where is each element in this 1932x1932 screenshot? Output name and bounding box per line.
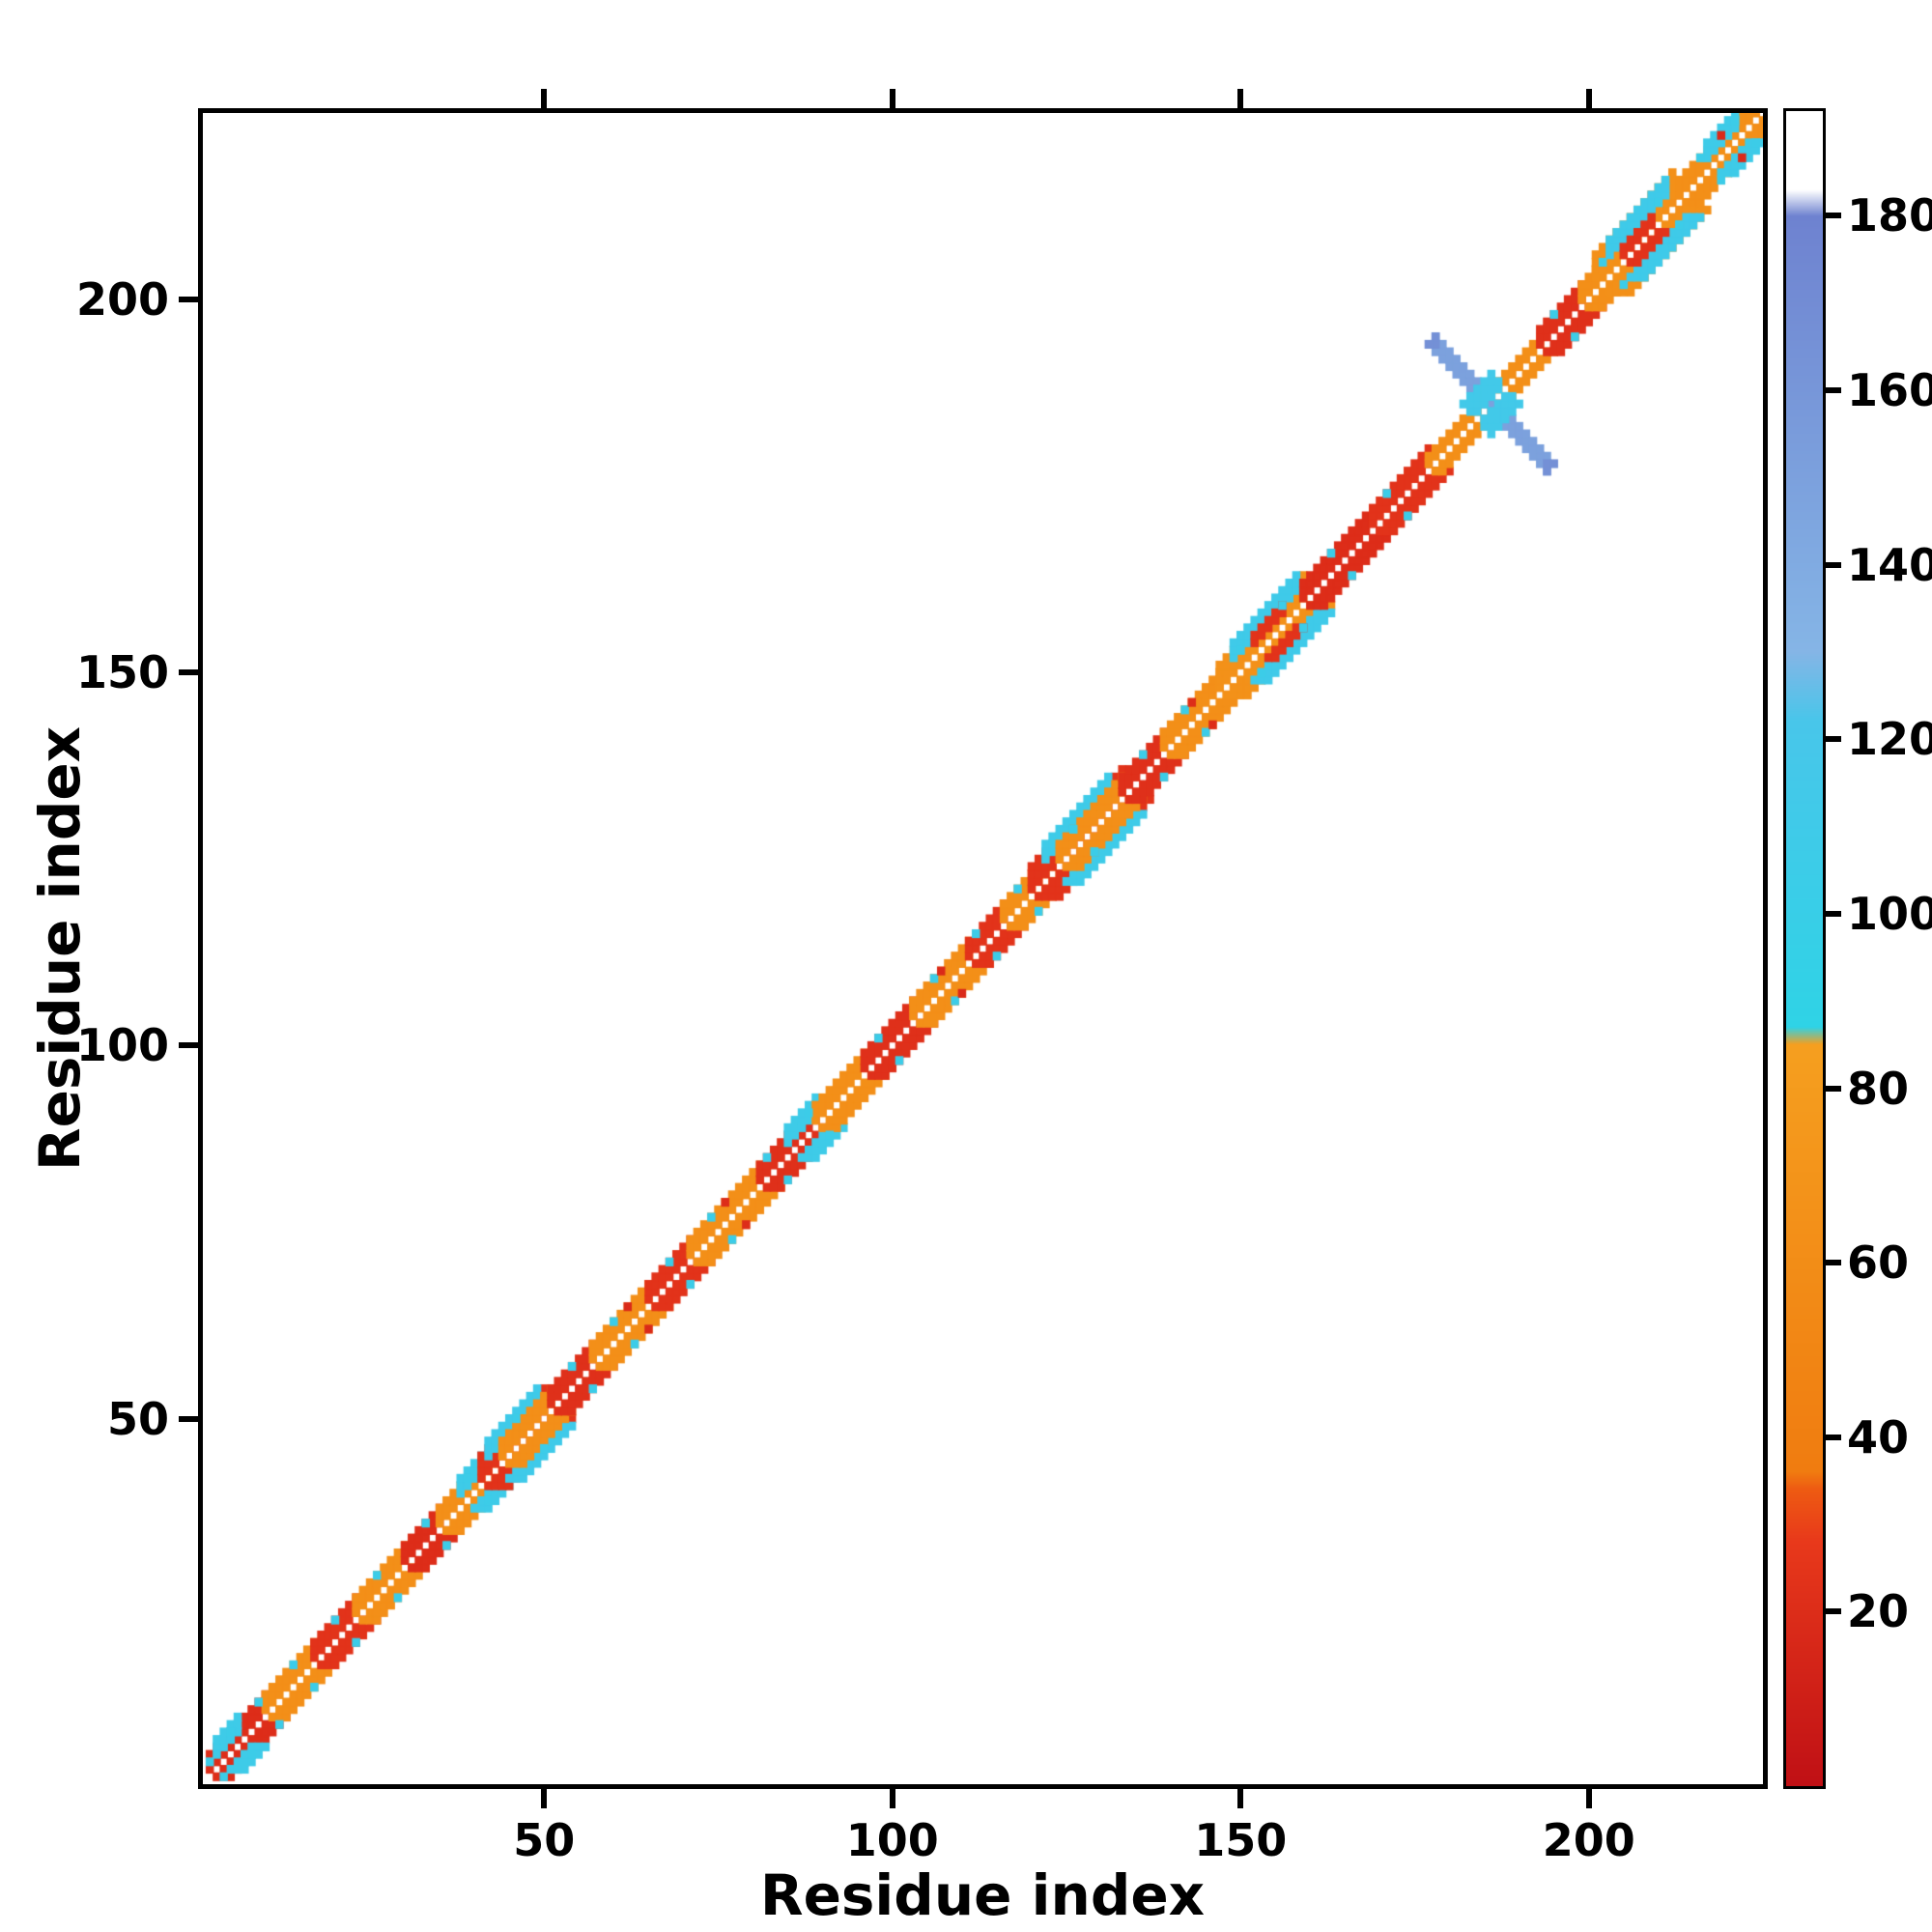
colorbar-tick-label: 40 — [1847, 1410, 1910, 1463]
x-axis-title: Residue index — [759, 1862, 1206, 1928]
colorbar-tick-label: 120 — [1847, 713, 1932, 766]
colorbar — [1783, 108, 1826, 1789]
colorbar-tick-label: 20 — [1847, 1585, 1910, 1638]
x-tick-mark-top — [541, 89, 548, 108]
colorbar-tick-mark — [1826, 1260, 1841, 1266]
colorbar-tick-mark — [1826, 387, 1841, 393]
x-tick-label: 50 — [513, 1814, 576, 1866]
x-tick-mark — [1585, 1789, 1592, 1808]
y-tick-mark — [179, 1415, 198, 1422]
colorbar-tick-mark — [1826, 213, 1841, 219]
contact-map-canvas — [203, 113, 1763, 1784]
y-tick-mark — [179, 1042, 198, 1049]
colorbar-tick-label: 80 — [1847, 1062, 1910, 1115]
y-tick-label: 50 — [106, 1392, 169, 1445]
x-tick-label: 150 — [1194, 1814, 1288, 1866]
colorbar-tick-mark — [1826, 1608, 1841, 1615]
colorbar-tick-label: 60 — [1847, 1236, 1910, 1290]
y-tick-label: 100 — [75, 1019, 169, 1072]
y-tick-label: 200 — [75, 273, 169, 327]
y-tick-mark — [179, 297, 198, 303]
colorbar-tick-label: 100 — [1847, 887, 1932, 940]
x-tick-label: 200 — [1542, 1814, 1635, 1866]
y-axis-title: Residue index — [27, 725, 93, 1172]
colorbar-tick-label: 140 — [1847, 538, 1932, 591]
colorbar-tick-label: 180 — [1847, 189, 1932, 242]
x-tick-mark — [541, 1789, 548, 1808]
colorbar-tick-mark — [1826, 1085, 1841, 1092]
y-tick-mark — [179, 669, 198, 676]
colorbar-gradient — [1786, 111, 1823, 1786]
colorbar-tick-mark — [1826, 561, 1841, 568]
y-tick-label: 150 — [75, 646, 169, 699]
colorbar-tick-label: 160 — [1847, 364, 1932, 416]
x-tick-mark — [1237, 1789, 1244, 1808]
colorbar-tick-mark — [1826, 910, 1841, 917]
colorbar-tick-mark — [1826, 736, 1841, 743]
x-tick-mark — [889, 1789, 895, 1808]
x-tick-mark-top — [1585, 89, 1592, 108]
x-tick-mark-top — [889, 89, 895, 108]
x-tick-mark-top — [1237, 89, 1244, 108]
colorbar-tick-mark — [1826, 1434, 1841, 1440]
x-tick-label: 100 — [845, 1814, 939, 1866]
